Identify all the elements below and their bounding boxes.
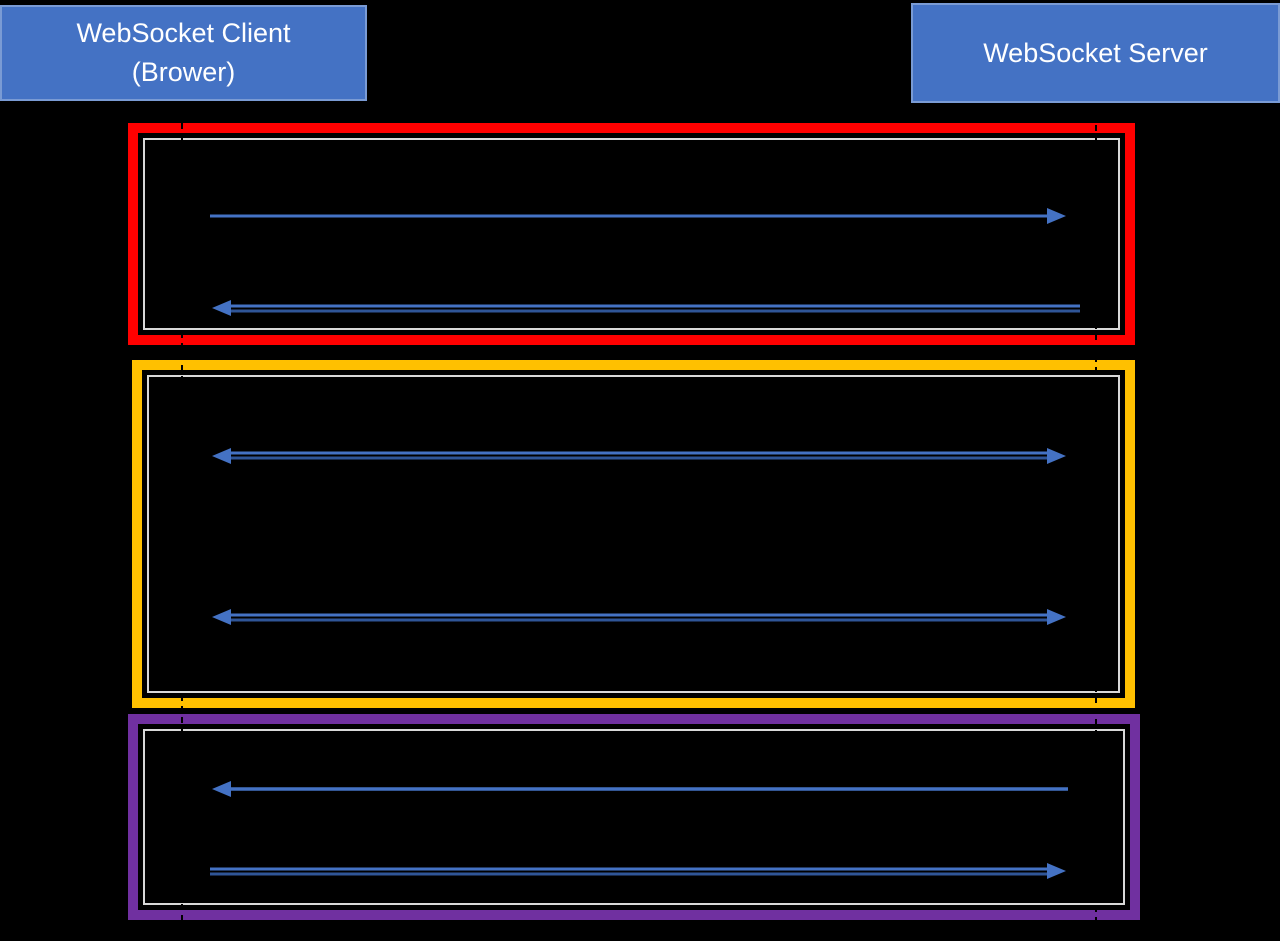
yellow-section <box>132 360 1135 708</box>
yellow-section-inner-outline <box>147 375 1120 693</box>
client-label: WebSocket Client (Brower) <box>76 14 290 92</box>
client-node: WebSocket Client (Brower) <box>0 5 367 101</box>
purple-section <box>128 714 1140 920</box>
server-label: WebSocket Server <box>983 37 1208 68</box>
server-node: WebSocket Server <box>911 3 1280 103</box>
red-section-inner-outline <box>143 138 1120 330</box>
red-section <box>128 123 1135 345</box>
client-label-line2: (Brower) <box>131 57 236 87</box>
purple-section-inner-outline <box>143 729 1125 905</box>
client-label-line1: WebSocket Client <box>76 17 291 48</box>
